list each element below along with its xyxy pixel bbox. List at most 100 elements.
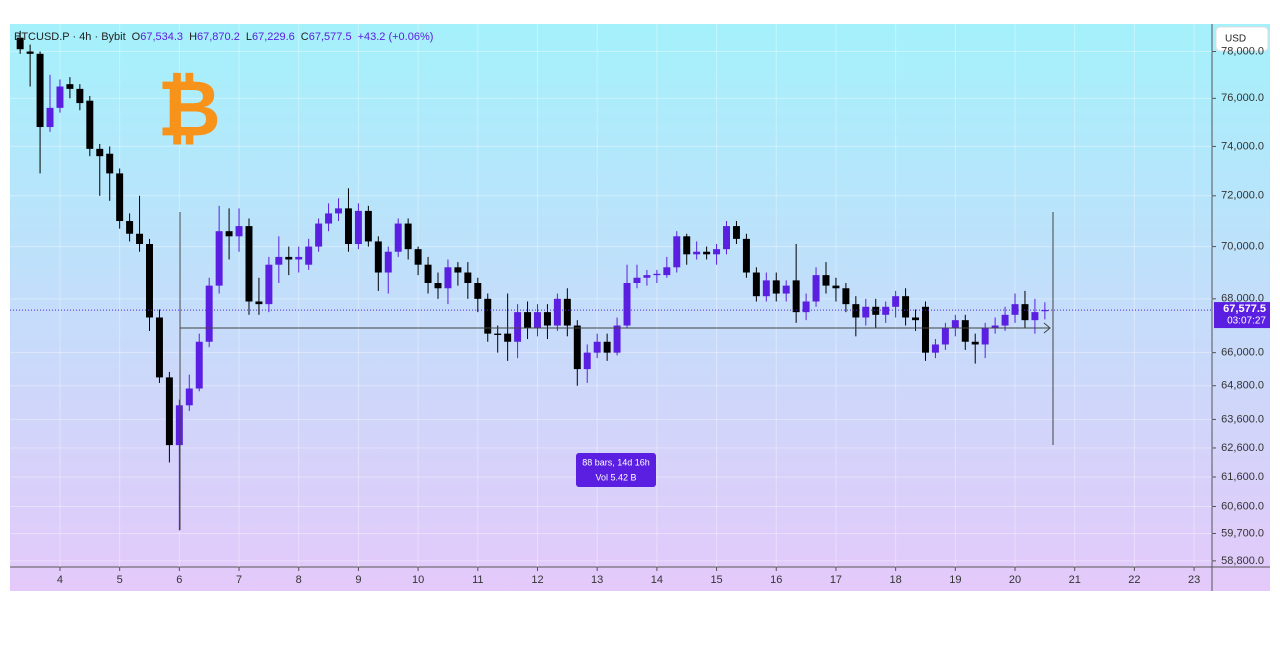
candle-body bbox=[643, 275, 651, 278]
candle-body bbox=[474, 282, 482, 299]
candle-body bbox=[981, 328, 989, 345]
low-value: 67,229.6 bbox=[251, 31, 295, 43]
candle-body bbox=[613, 325, 621, 353]
currency: USD bbox=[1225, 34, 1246, 45]
candle-body bbox=[703, 251, 711, 255]
candle-body bbox=[862, 306, 870, 318]
candle-body bbox=[195, 341, 203, 389]
low-label: L bbox=[245, 31, 252, 43]
candle-body bbox=[792, 280, 800, 313]
candle-body bbox=[16, 37, 24, 50]
candle-body bbox=[693, 251, 701, 255]
candle-body bbox=[723, 226, 730, 250]
candle-body bbox=[155, 317, 163, 378]
candle-body bbox=[424, 264, 432, 283]
candle-body bbox=[633, 277, 641, 283]
chart-background bbox=[10, 24, 1270, 591]
candle-body bbox=[86, 100, 94, 149]
candle-body bbox=[205, 285, 213, 342]
candle-body bbox=[354, 210, 362, 245]
x-tick-label: 17 bbox=[830, 574, 842, 586]
candle-body bbox=[444, 267, 452, 289]
candle-body bbox=[812, 275, 820, 302]
candle-body bbox=[325, 213, 333, 224]
candle-body bbox=[543, 312, 551, 326]
y-tick-label: 76,000.0 bbox=[1221, 92, 1264, 104]
candle-body bbox=[275, 256, 283, 265]
candle-body bbox=[832, 285, 840, 289]
x-tick-label: 12 bbox=[531, 574, 543, 586]
candle-body bbox=[245, 226, 253, 302]
candle-body bbox=[414, 249, 422, 265]
candle-body bbox=[842, 288, 850, 305]
candle-body bbox=[96, 148, 104, 157]
candle-body bbox=[1041, 310, 1049, 312]
candle-body bbox=[951, 320, 959, 329]
candle-body bbox=[36, 53, 44, 128]
candle-body bbox=[454, 267, 462, 273]
candle-body bbox=[713, 249, 721, 255]
candle-body bbox=[295, 256, 303, 260]
candle-body bbox=[335, 208, 343, 214]
x-tick-label: 9 bbox=[355, 574, 361, 586]
candle-body bbox=[782, 285, 790, 294]
candle-body bbox=[623, 282, 631, 326]
y-tick-label: 70,000.0 bbox=[1221, 240, 1264, 252]
open-label: O bbox=[131, 31, 141, 43]
last-price-label: 67,577.5 bbox=[1223, 303, 1266, 315]
candle-body bbox=[524, 312, 532, 329]
y-tick-label: 74,000.0 bbox=[1221, 140, 1264, 152]
candle-body bbox=[931, 344, 939, 353]
measure-arrow bbox=[1043, 322, 1051, 334]
currency-button[interactable] bbox=[1215, 26, 1269, 52]
candle-body bbox=[66, 84, 74, 89]
y-tick-label: 58,800.0 bbox=[1221, 555, 1264, 567]
candle-body bbox=[165, 377, 173, 446]
x-tick-label: 6 bbox=[176, 574, 182, 586]
candle-body bbox=[265, 264, 273, 305]
x-tick-label: 15 bbox=[710, 574, 722, 586]
candle-body bbox=[146, 244, 153, 318]
bitcoin-logo: ₿ bbox=[157, 65, 221, 153]
candle-body bbox=[802, 301, 810, 313]
candle-body bbox=[46, 107, 54, 128]
y-tick-label: 64,800.0 bbox=[1221, 380, 1264, 392]
candle-body bbox=[971, 341, 979, 345]
candle-body bbox=[185, 388, 193, 406]
candle-body bbox=[215, 231, 223, 286]
candle-body bbox=[534, 312, 541, 329]
candle-body bbox=[921, 306, 929, 353]
candle-body bbox=[872, 306, 880, 315]
candle-body bbox=[285, 256, 293, 260]
candle-body bbox=[673, 236, 681, 268]
close-value: 67,577.5 bbox=[308, 31, 352, 43]
candle-body bbox=[374, 241, 382, 273]
candle-body bbox=[902, 296, 910, 318]
measure-box bbox=[576, 453, 656, 487]
y-tick-label: 62,600.0 bbox=[1221, 442, 1264, 454]
candle-body bbox=[384, 251, 392, 273]
x-tick-label: 14 bbox=[651, 574, 663, 586]
candle-body bbox=[583, 352, 591, 370]
candle-body bbox=[56, 86, 64, 108]
candle-body bbox=[364, 210, 372, 242]
candle-body bbox=[772, 280, 780, 294]
candle-body bbox=[1011, 304, 1019, 315]
high-value: 67,870.2 bbox=[197, 31, 240, 43]
candle-body bbox=[464, 272, 472, 283]
candle-body bbox=[404, 223, 412, 250]
candle-body bbox=[683, 236, 691, 255]
y-tick-label: 68,000.0 bbox=[1221, 293, 1264, 305]
symbol-header: BTCUSD.P · 4h · Bybit O67,534.3 H67,870.2 L… bbox=[14, 31, 439, 43]
y-tick-label: 61,600.0 bbox=[1221, 471, 1264, 483]
candle-body bbox=[822, 275, 830, 286]
y-tick-label: 59,700.0 bbox=[1221, 527, 1264, 539]
x-tick-label: 16 bbox=[770, 574, 782, 586]
candle-body bbox=[653, 273, 661, 276]
candle-body bbox=[882, 306, 890, 315]
candle-body bbox=[573, 325, 581, 370]
y-tick-label: 78,000.0 bbox=[1221, 45, 1264, 57]
candle-body bbox=[892, 296, 900, 307]
